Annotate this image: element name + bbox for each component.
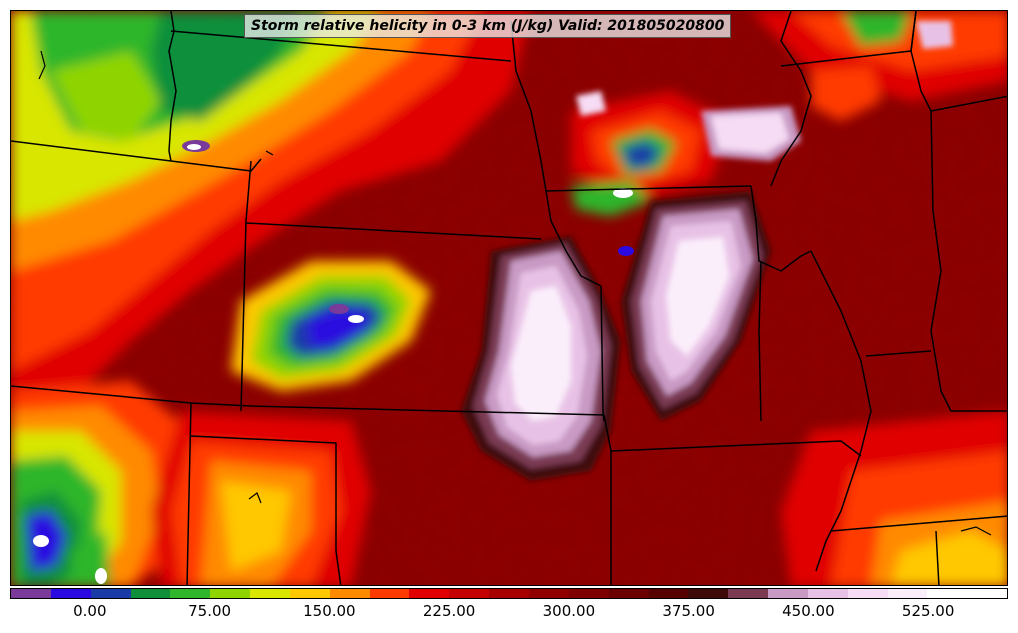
colorbar-segment [847,589,888,598]
colorbar-segment [568,589,609,598]
colorbar-segment [927,589,968,598]
colorbar-tick-label: 450.00 [782,602,835,620]
colorbar-tick-label: 225.00 [422,602,476,620]
colorbar-tick-label: 375.00 [662,602,715,620]
colorbar-segment [250,589,290,598]
helicity-field [11,11,1007,585]
colorbar-segment [688,589,729,598]
colorbar-segment [648,589,689,598]
colorbar-segment [967,589,1008,598]
helicity-map [10,10,1008,586]
colorbar-segment [608,589,649,598]
colorbar-segment [409,589,450,598]
colorbar-segment [289,589,330,598]
colorbar-segment [170,589,211,598]
colorbar-segment [11,589,51,598]
colorbar-segment [449,589,490,598]
colorbar-tick-label: 525.00 [901,602,955,620]
colorbar-segment [130,589,171,598]
colorbar [10,588,1008,599]
colorbar-segment [887,589,928,598]
colorbar-segment [369,589,410,598]
map-title: Storm relative helicity in 0-3 km (J/kg)… [251,18,725,34]
colorbar-segment [329,589,370,598]
colorbar-segment [50,589,91,598]
colorbar-tick-label: 75.00 [188,602,232,620]
colorbar-tick-labels: 0.00 75.00 150.00 225.00 300.00 375.00 450.00 5… [10,602,1008,624]
colorbar-segment [768,589,808,598]
colorbar-segment [489,589,529,598]
colorbar-tick-label: 150.00 [303,602,356,620]
map-title-box: Storm relative helicity in 0-3 km (J/kg)… [244,14,732,38]
colorbar-segment [528,589,569,598]
colorbar-segment [90,589,131,598]
colorbar-segment [210,589,251,598]
colorbar-segment [728,589,769,598]
colorbar-segment [807,589,848,598]
colorbar-tick-label: 0.00 [73,602,107,620]
colorbar-tick-label: 300.00 [542,602,596,620]
